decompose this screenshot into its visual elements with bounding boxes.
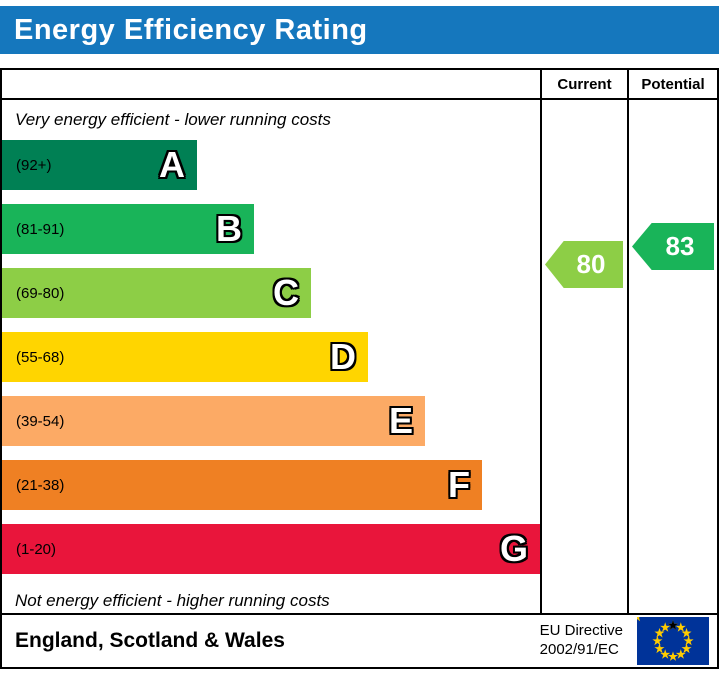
title-bar: Energy Efficiency Rating — [0, 6, 719, 54]
band-range-label: (39-54) — [16, 412, 65, 430]
band-letter: E — [388, 400, 413, 441]
band-row-a: (92+) A — [2, 140, 197, 190]
page-title: Energy Efficiency Rating — [14, 13, 368, 46]
band-letter: A — [159, 144, 185, 185]
chart-footer: England, Scotland & Wales EU Directive 2… — [2, 613, 717, 667]
bands-area: Very energy efficient - lower running co… — [2, 100, 540, 613]
band-row-d: (55-68) D — [2, 332, 368, 382]
band-row-e: (39-54) E — [2, 396, 425, 446]
eu-directive: EU Directive 2002/91/EC — [540, 622, 623, 660]
potential-rating-value: 83 — [665, 231, 695, 261]
column-header-row: Current Potential — [2, 70, 717, 100]
band-row-b: (81-91) B — [2, 204, 254, 254]
band-range-label: (21-38) — [16, 476, 65, 494]
current-rating-arrow: 80 — [545, 241, 623, 288]
band-range-label: (81-91) — [16, 220, 65, 238]
rating-chart: Current Potential Very energy efficient … — [0, 68, 719, 669]
band-letter: B — [216, 208, 242, 249]
current-column: 80 — [540, 100, 627, 613]
band-letter: F — [448, 464, 470, 505]
band-row-f: (21-38) F — [2, 460, 482, 510]
epc-chart-page: Energy Efficiency Rating Current Potenti… — [0, 6, 719, 669]
band-letter: D — [330, 336, 356, 377]
top-note: Very energy efficient - lower running co… — [15, 110, 331, 129]
band-range-label: (69-80) — [16, 284, 65, 302]
potential-column: 83 — [627, 100, 717, 613]
eu-flag-icon — [637, 617, 709, 665]
header-spacer — [2, 70, 540, 98]
eu-directive-line2: 2002/91/EC — [539, 641, 619, 658]
eu-directive-line1: EU Directive — [539, 622, 623, 640]
footer-region: England, Scotland & Wales — [15, 629, 285, 652]
band-letter: C — [273, 272, 299, 313]
column-header-potential: Potential — [627, 70, 717, 98]
band-letter: G — [499, 528, 528, 569]
band-range-label: (55-68) — [16, 348, 65, 366]
band-row-c: (69-80) C — [2, 268, 311, 318]
potential-rating-arrow: 83 — [632, 223, 714, 270]
band-range-label: (1-20) — [16, 540, 57, 558]
current-rating-value: 80 — [576, 249, 606, 279]
column-header-current: Current — [540, 70, 627, 98]
chart-body: Very energy efficient - lower running co… — [2, 100, 717, 613]
bottom-note: Not energy efficient - higher running co… — [15, 590, 330, 610]
band-row-g: (1-20) G — [2, 524, 540, 574]
band-range-label: (92+) — [16, 156, 52, 174]
